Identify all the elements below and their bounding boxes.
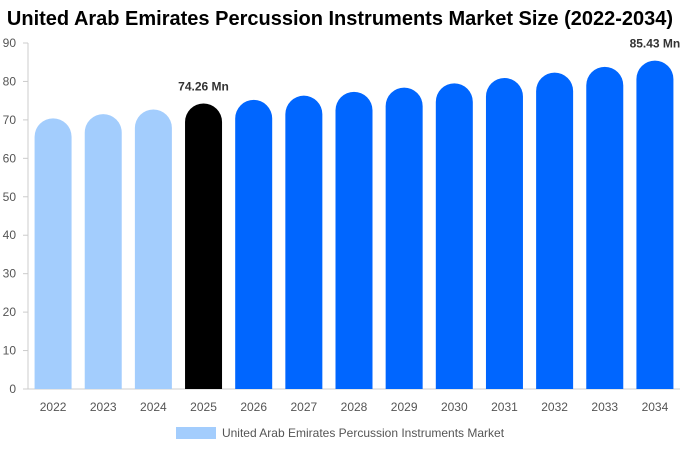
- data-label: 85.43 Mn: [630, 37, 680, 51]
- y-tick-label: 60: [3, 151, 17, 165]
- y-tick-label: 80: [3, 74, 17, 88]
- bar-2031: [485, 77, 523, 390]
- bar-2033: [586, 66, 624, 389]
- y-tick-label: 70: [3, 113, 17, 127]
- y-tick-label: 50: [3, 190, 17, 204]
- bar-2034: [636, 60, 674, 389]
- x-tick-label: 2029: [391, 400, 418, 414]
- bar-2026: [235, 99, 273, 390]
- x-tick-label: 2032: [541, 400, 568, 414]
- bar-2025: [185, 103, 223, 389]
- bar-2028: [335, 91, 373, 389]
- x-tick-label: 2022: [40, 400, 67, 414]
- legend-swatch: [175, 427, 216, 439]
- y-tick-label: 10: [3, 344, 17, 358]
- bar-2022: [34, 118, 72, 390]
- y-tick-label: 0: [9, 382, 16, 396]
- y-tick-label: 30: [3, 267, 17, 281]
- y-tick-label: 40: [3, 228, 17, 242]
- x-tick-label: 2028: [341, 400, 368, 414]
- bar-2029: [385, 87, 423, 390]
- x-tick-label: 2031: [491, 400, 518, 414]
- x-tick-label: 2026: [240, 400, 267, 414]
- data-label: 74.26 Mn: [178, 80, 229, 94]
- x-tick-label: 2023: [90, 400, 117, 414]
- bar-2027: [285, 95, 323, 390]
- x-tick-label: 2030: [441, 400, 468, 414]
- bar-2024: [134, 109, 172, 389]
- x-tick-label: 2027: [290, 400, 317, 414]
- x-tick-label: 2034: [642, 400, 669, 414]
- y-tick-label: 20: [3, 305, 17, 319]
- x-tick-label: 2025: [190, 400, 217, 414]
- bar-2032: [536, 72, 574, 389]
- legend: United Arab Emirates Percussion Instrume…: [0, 426, 680, 440]
- chart-title: United Arab Emirates Percussion Instrume…: [6, 8, 674, 30]
- x-tick-label: 2024: [140, 400, 167, 414]
- y-tick-label: 90: [3, 36, 17, 50]
- legend-label: United Arab Emirates Percussion Instrume…: [221, 426, 505, 440]
- x-tick-label: 2033: [591, 400, 618, 414]
- bar-2030: [435, 83, 473, 390]
- bar-2023: [84, 114, 122, 389]
